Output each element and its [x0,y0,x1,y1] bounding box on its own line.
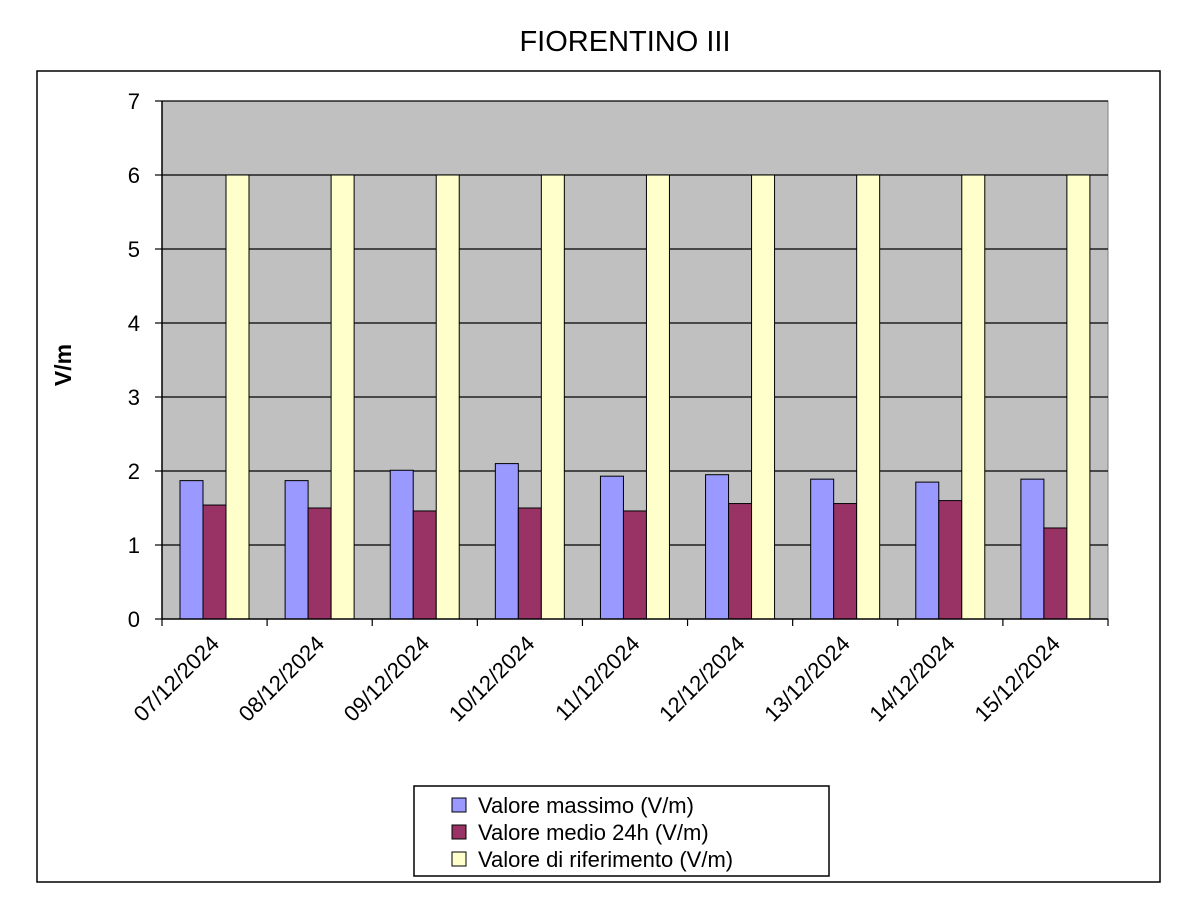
gridlines [162,100,1108,546]
legend-swatch [451,851,467,867]
bar-series-2 [307,507,332,620]
bar-series-3 [751,174,776,620]
y-tick-label: 0 [128,607,140,632]
bars [179,174,1091,620]
bar-series-2 [202,504,227,620]
bar-series-3 [1066,174,1091,620]
bar-series-1 [810,478,835,620]
y-tick-label: 4 [128,311,140,336]
bar-series-1 [915,481,940,620]
bar-series-1 [389,469,414,620]
bar-series-3 [435,174,460,620]
y-axis-label: V/m [50,344,76,386]
legend-label: Valore di riferimento (V/m) [478,847,733,872]
bar-series-3 [961,174,986,620]
bar-series-1 [705,474,730,620]
legend-swatch [451,797,467,813]
legend-label: Valore medio 24h (V/m) [478,820,709,845]
legend-swatch [451,824,467,840]
bar-series-1 [179,480,204,620]
bar-series-1 [1020,478,1045,620]
chart-title: FIORENTINO III [519,26,730,58]
bar-series-1 [494,463,519,620]
y-tick-label: 1 [128,533,140,558]
y-tick-label: 3 [128,385,140,410]
legend-box [413,785,830,877]
y-tick-label: 2 [128,459,140,484]
bar-series-1 [599,475,624,620]
y-tick-label: 7 [128,89,140,114]
bar-series-1 [284,480,309,620]
y-tick-label: 5 [128,237,140,262]
legend-label: Valore massimo (V/m) [478,793,694,818]
bar-series-3 [540,174,565,620]
bar-series-2 [728,503,753,620]
bar-series-3 [225,174,250,620]
bar-series-2 [1043,527,1068,620]
bar-series-2 [938,500,963,620]
bar-series-2 [412,510,437,620]
bar-series-3 [330,174,355,620]
bar-series-2 [833,503,858,620]
legend: Valore massimo (V/m)Valore medio 24h (V/… [413,785,830,877]
y-tick-label: 6 [128,163,140,188]
bar-series-2 [517,507,542,620]
bar-series-3 [856,174,881,620]
bar-series-2 [622,510,647,620]
bar-series-3 [645,174,670,620]
